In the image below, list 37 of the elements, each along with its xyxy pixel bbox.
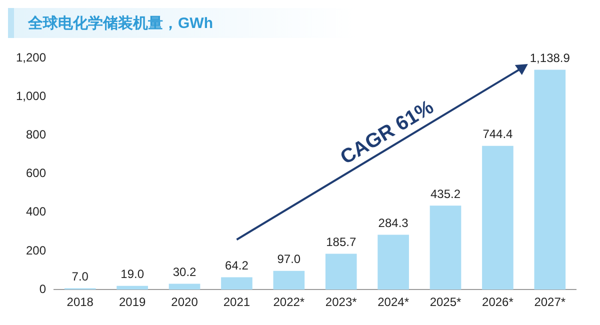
data-label: 64.2 [225,258,249,273]
data-label: 435.2 [430,186,461,201]
x-tick-label: 2018 [66,295,94,310]
bar [273,270,305,290]
x-tick-label: 2022* [273,295,305,310]
data-label: 97.0 [277,252,301,266]
y-tick-label: 0 [39,282,46,296]
data-label: 185.7 [326,235,356,250]
chart-title: 全球电化学储装机量，GWh [28,14,213,32]
x-tick-label: 2026* [482,295,514,310]
y-tick-label: 1,000 [16,88,46,103]
x-tick-label: 2024* [378,295,410,310]
y-tick-label: 800 [26,128,46,142]
data-label: 1,138.9 [530,51,570,66]
bar [325,254,357,290]
x-tick-label: 2019 [118,295,146,310]
data-label: 19.0 [120,267,144,282]
bar [168,284,200,290]
data-label: 30.2 [172,265,197,280]
bar [378,234,409,290]
bar [221,277,252,290]
x-tick-label: 2023* [325,295,358,310]
bar [430,206,462,290]
data-label: 284.3 [378,216,409,230]
x-tick-label: 2025* [430,295,462,310]
y-tick-label: 400 [26,204,46,219]
y-tick-label: 200 [26,243,46,258]
x-tick-label: 2021 [223,295,250,310]
bar [534,70,566,290]
y-tick-label: 600 [26,166,46,180]
x-tick-label: 2027* [534,295,566,310]
x-tick-label: 2020 [171,295,198,310]
y-tick-label: 1,200 [16,50,46,64]
bar [482,146,514,290]
data-label: 7.0 [72,270,89,284]
data-label: 744.4 [482,127,514,142]
bar [116,286,148,290]
